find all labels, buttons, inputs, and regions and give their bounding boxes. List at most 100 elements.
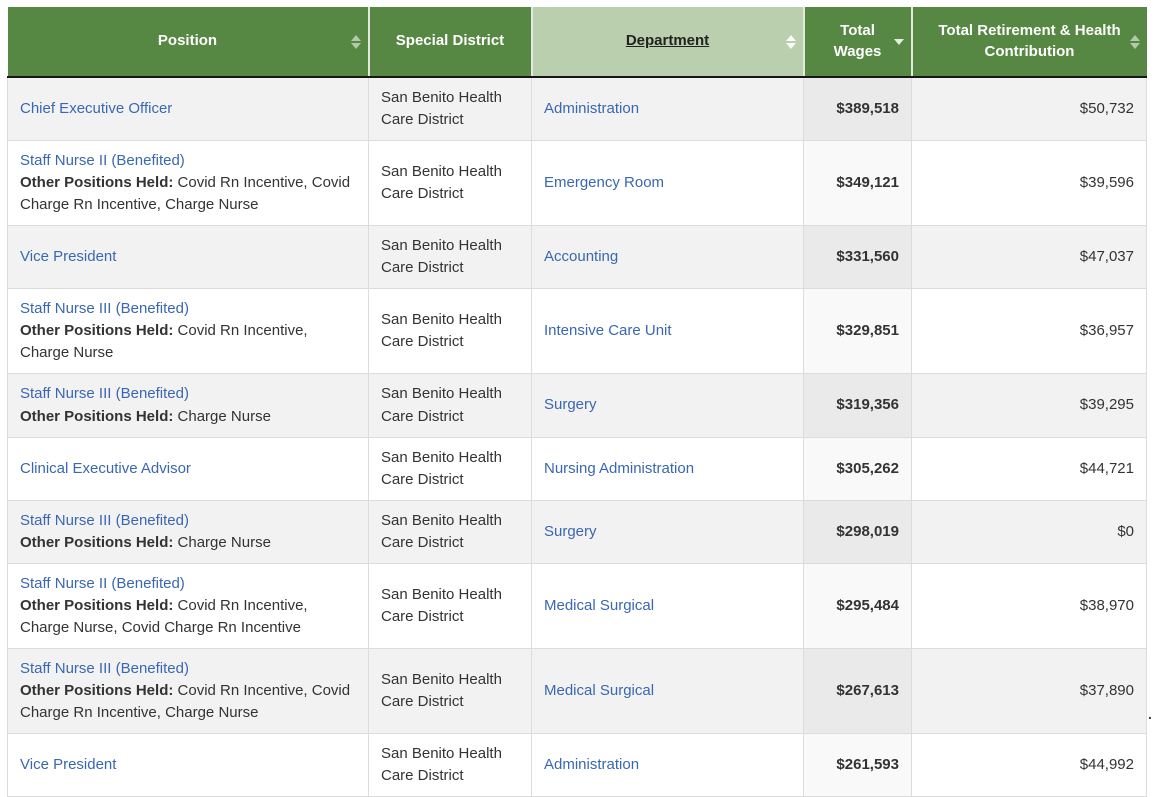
position-link[interactable]: Clinical Executive Advisor	[20, 459, 191, 477]
position-cell: Staff Nurse II (Benefited) Other Positio…	[7, 140, 369, 227]
department-cell: Surgery	[531, 499, 804, 564]
retirement-contribution-cell: $39,295	[911, 373, 1147, 438]
special-district-text: San Benito Health Care District	[381, 89, 502, 129]
position-link[interactable]: Vice President	[20, 756, 117, 774]
retirement-contribution-value: $36,957	[1079, 322, 1134, 340]
position-link[interactable]: Staff Nurse II (Benefited)	[20, 152, 185, 170]
table-row: Staff Nurse III (Benefited) Other Positi…	[7, 373, 1147, 438]
retirement-contribution-value: $39,596	[1079, 174, 1134, 192]
special-district-cell: San Benito Health Care District	[368, 733, 532, 797]
special-district-text: San Benito Health Care District	[381, 448, 502, 488]
department-link[interactable]: Accounting	[544, 248, 619, 266]
salary-table: Position Special District Department Tot…	[7, 7, 1147, 797]
column-header[interactable]: Position	[7, 7, 370, 78]
department-cell: Intensive Care Unit	[531, 288, 804, 375]
other-positions-list: Covid Rn Incentive, Covid Charge Rn Ince…	[20, 174, 351, 214]
retirement-contribution-cell: $36,957	[911, 288, 1147, 375]
department-link[interactable]: Medical Surgical	[544, 681, 655, 699]
column-header[interactable]: Total Wages	[803, 7, 913, 78]
position-link[interactable]: Staff Nurse II (Benefited)	[20, 574, 185, 592]
position-link[interactable]: Staff Nurse III (Benefited)	[20, 511, 189, 529]
other-positions: Other Positions Held: Covid Rn Incentive…	[20, 172, 356, 216]
position-link[interactable]: Chief Executive Officer	[20, 100, 173, 118]
department-link[interactable]: Administration	[544, 100, 640, 118]
position-cell: Chief Executive Officer	[7, 76, 369, 142]
other-positions-label: Other Positions Held:	[20, 533, 174, 551]
retirement-contribution-cell: $37,890	[911, 647, 1147, 735]
total-wages-value: $305,262	[836, 459, 899, 477]
position-link[interactable]: Staff Nurse III (Benefited)	[20, 300, 189, 318]
retirement-contribution-value: $50,732	[1079, 100, 1134, 118]
retirement-contribution-cell: $44,721	[911, 436, 1147, 501]
special-district-text: San Benito Health Care District	[381, 670, 502, 710]
department-link[interactable]: Surgery	[544, 522, 597, 540]
other-positions: Other Positions Held: Covid Rn Incentive…	[20, 320, 356, 364]
position-cell: Staff Nurse III (Benefited) Other Positi…	[7, 373, 369, 438]
special-district-cell: San Benito Health Care District	[368, 373, 532, 438]
column-header-label: Total Wages	[833, 22, 882, 60]
position-cell: Vice President	[7, 225, 369, 290]
column-header[interactable]: Special District	[368, 7, 533, 78]
retirement-contribution-value: $37,890	[1079, 681, 1134, 699]
special-district-text: San Benito Health Care District	[381, 311, 502, 351]
sort-down-arrow-icon	[893, 38, 904, 45]
sort-down-arrow-icon	[1129, 42, 1140, 49]
retirement-contribution-value: $39,295	[1079, 396, 1134, 414]
table-row: Vice President San Benito Health Care Di…	[7, 733, 1147, 797]
total-wages-value: $261,593	[836, 756, 899, 774]
special-district-text: San Benito Health Care District	[381, 511, 502, 551]
position-link[interactable]: Staff Nurse III (Benefited)	[20, 659, 189, 677]
position-link[interactable]: Vice President	[20, 248, 117, 266]
department-link[interactable]: Administration	[544, 756, 640, 774]
total-wages-cell: $349,121	[803, 140, 912, 227]
total-wages-value: $389,518	[836, 100, 899, 118]
sort-up-arrow-icon	[350, 34, 361, 41]
table-row: Chief Executive Officer San Benito Healt…	[7, 76, 1147, 142]
other-positions-list: Charge Nurse	[177, 533, 271, 551]
department-cell: Administration	[531, 76, 804, 142]
table-row: Staff Nurse III (Benefited) Other Positi…	[7, 647, 1147, 735]
other-positions-label: Other Positions Held:	[20, 681, 174, 699]
other-positions-label: Other Positions Held:	[20, 322, 174, 340]
retirement-contribution-value: $44,992	[1079, 756, 1134, 774]
retirement-contribution-value: $38,970	[1079, 596, 1134, 614]
other-positions: Other Positions Held: Covid Rn Incentive…	[20, 595, 356, 639]
retirement-contribution-cell: $39,596	[911, 140, 1147, 227]
total-wages-cell: $267,613	[803, 647, 912, 735]
department-cell: Medical Surgical	[531, 562, 804, 649]
special-district-cell: San Benito Health Care District	[368, 647, 532, 735]
retirement-contribution-cell: $44,992	[911, 733, 1147, 797]
retirement-contribution-cell: $0	[911, 499, 1147, 564]
other-positions: Other Positions Held: Charge Nurse	[20, 532, 356, 554]
department-cell: Accounting	[531, 225, 804, 290]
total-wages-cell: $295,484	[803, 562, 912, 649]
department-link[interactable]: Surgery	[544, 396, 597, 414]
department-link[interactable]: Intensive Care Unit	[544, 322, 672, 340]
retirement-contribution-value: $44,721	[1079, 459, 1134, 477]
sort-up-arrow-icon	[1129, 34, 1140, 41]
special-district-cell: San Benito Health Care District	[368, 436, 532, 501]
retirement-contribution-value: $47,037	[1079, 248, 1134, 266]
total-wages-cell: $261,593	[803, 733, 912, 797]
department-link[interactable]: Emergency Room	[544, 174, 665, 192]
position-cell: Staff Nurse II (Benefited) Other Positio…	[7, 562, 369, 649]
department-link[interactable]: Medical Surgical	[544, 596, 655, 614]
total-wages-cell: $305,262	[803, 436, 912, 501]
department-cell: Administration	[531, 733, 804, 797]
department-cell: Emergency Room	[531, 140, 804, 227]
other-positions: Other Positions Held: Charge Nurse	[20, 406, 356, 428]
position-link[interactable]: Staff Nurse III (Benefited)	[20, 385, 189, 403]
column-header[interactable]: Department	[531, 7, 805, 78]
total-wages-value: $329,851	[836, 322, 899, 340]
sort-down-arrow-icon	[785, 42, 796, 49]
column-header[interactable]: Total Retirement & Health Contribution	[911, 7, 1147, 78]
column-header-label: Department	[625, 32, 710, 50]
sort-up-arrow-icon	[785, 34, 796, 41]
total-wages-cell: $389,518	[803, 76, 912, 142]
total-wages-value: $331,560	[836, 248, 899, 266]
department-link[interactable]: Nursing Administration	[544, 459, 695, 477]
position-cell: Staff Nurse III (Benefited) Other Positi…	[7, 499, 369, 564]
special-district-text: San Benito Health Care District	[381, 163, 502, 203]
retirement-contribution-cell: $50,732	[911, 76, 1147, 142]
